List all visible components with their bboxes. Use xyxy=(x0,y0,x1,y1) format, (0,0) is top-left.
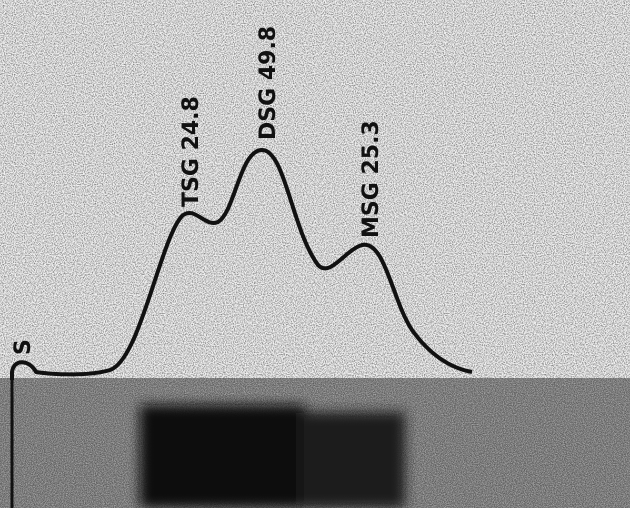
scan-figure: S TSG 24.8 DSG 49.8 MSG 25.3 xyxy=(0,0,630,508)
gel-bands xyxy=(140,405,405,508)
grain xyxy=(0,0,630,380)
label-tsg: TSG 24.8 xyxy=(179,96,204,207)
page: {"labels": {"s": "S", "tsg": "TSG 24.8",… xyxy=(0,0,630,508)
label-s: S xyxy=(11,339,36,355)
label-dsg: DSG 49.8 xyxy=(256,26,281,140)
label-msg: MSG 25.3 xyxy=(359,120,384,238)
